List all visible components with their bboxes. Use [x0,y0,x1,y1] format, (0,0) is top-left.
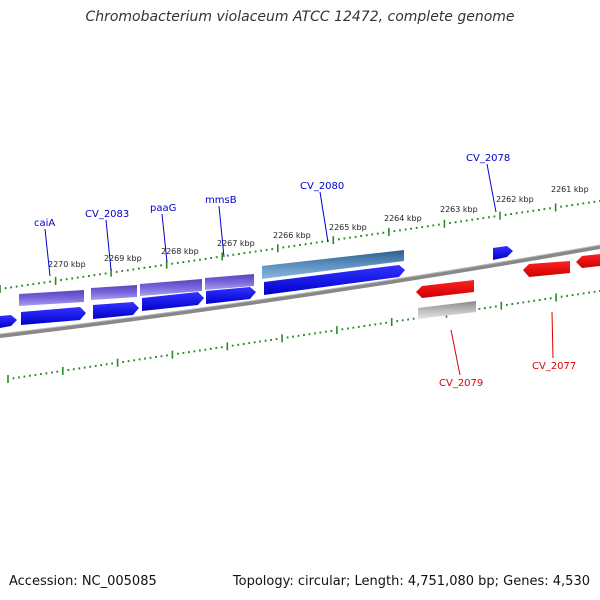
cds-arrow-cv-2077[interactable] [523,261,570,277]
scale-label: 2267 kbp [217,239,255,248]
gene-bar-mmsb[interactable] [205,274,254,290]
gene-label-cv-2078[interactable]: CV_2078 [466,153,510,164]
accession-text: Accession: NC_005085 [9,574,157,589]
reverse-cds-track [416,254,600,319]
gene-label-cv-2079[interactable]: CV_2079 [439,378,483,389]
gene-bar-cv-2079[interactable] [418,301,476,319]
cds-arrow-caia[interactable] [21,307,86,325]
gene-label-mmsb[interactable]: mmsB [205,195,237,206]
genome-backbone-highlight [0,244,600,335]
gene-bar-paag[interactable] [140,279,202,296]
scale-label: 2270 kbp [48,260,86,269]
cds-arrow-right-edge[interactable] [576,254,600,268]
gene-label-cv-2083[interactable]: CV_2083 [85,209,129,220]
scale-label: 2263 kbp [440,205,478,214]
scale-label: 2264 kbp [384,214,422,223]
genome-backbone [0,245,600,338]
cds-arrow-cv-2083[interactable] [93,302,139,319]
scale-label: 2269 kbp [104,254,142,263]
cds-arrow-cv-2078[interactable] [493,246,513,260]
cds-arrow-cv-2079[interactable] [416,280,474,298]
gene-label-paag[interactable]: paaG [150,203,176,214]
gene-label-cv-2080[interactable]: CV_2080 [300,181,344,192]
reverse-leader-lines [450,311,554,376]
gene-bar-cv-2080[interactable] [262,250,404,279]
gene-track [19,250,404,306]
gene-label-caia[interactable]: caiA [34,218,55,229]
scale-label: 2268 kbp [161,247,199,256]
forward-leader-lines [44,163,497,277]
gene-bar-caia[interactable] [19,290,84,306]
gene-label-cv-2077[interactable]: CV_2077 [532,361,576,372]
forward-cds-track [0,246,513,328]
scale-label: 2265 kbp [329,223,367,232]
map-title: Chromobacterium violaceum ATCC 12472, co… [85,9,515,25]
scale-label: 2262 kbp [496,195,534,204]
cds-arrow-mmsb[interactable] [206,287,256,304]
cds-arrow-paag[interactable] [142,292,204,311]
genome-summary-text: Topology: circular; Length: 4,751,080 bp… [232,574,590,589]
scale-label: 2266 kbp [273,231,311,240]
forward-scale-ticks [0,200,600,293]
cds-arrow-left-edge[interactable] [0,315,17,328]
gene-bar-cv-2083[interactable] [91,285,137,300]
cds-arrow-cv-2080[interactable] [264,265,405,295]
reverse-scale-ticks [7,290,600,383]
scale-label: 2261 kbp [551,185,589,194]
